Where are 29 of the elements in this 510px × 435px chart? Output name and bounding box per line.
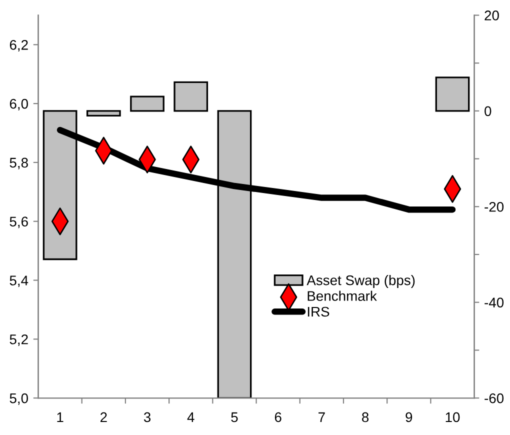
x-tick-label: 1 <box>57 412 64 422</box>
y-tick-label: 5,8 <box>10 158 28 170</box>
x-tick-label: 8 <box>362 412 369 422</box>
bar <box>435 76 470 112</box>
y-tick-label: 6,2 <box>10 40 28 52</box>
x-tick-label: 2 <box>100 412 107 422</box>
y2-tick-label: 0 <box>484 106 492 116</box>
y-tick-label: 6,0 <box>10 98 28 110</box>
legend-label: Asset Swap (bps) <box>306 275 415 288</box>
x-tick-label: 4 <box>187 412 194 422</box>
x-tick-label: 5 <box>231 412 238 422</box>
y-tick-label: 5,6 <box>10 216 28 228</box>
y2-tick-label: 20 <box>484 10 499 20</box>
x-tick-label: 7 <box>318 412 325 422</box>
y-tick-label: 5,4 <box>10 276 28 288</box>
x-tick-label: 6 <box>274 412 282 422</box>
bar <box>86 110 121 117</box>
x-tick-label: 3 <box>144 412 151 422</box>
x-tick-label: 10 <box>446 412 460 422</box>
bar <box>174 81 208 112</box>
y-tick-label: 5,2 <box>10 334 28 346</box>
y-tick-label: 5,0 <box>10 393 28 405</box>
legend-label: Benchmark <box>308 290 377 301</box>
y2-tick-label: -20 <box>484 202 504 212</box>
bar <box>130 96 164 112</box>
y2-tick-label: -40 <box>484 298 504 308</box>
y2-tick-label: -60 <box>484 393 504 404</box>
legend-label: IRS <box>308 306 330 317</box>
x-tick-label: 9 <box>406 412 412 422</box>
